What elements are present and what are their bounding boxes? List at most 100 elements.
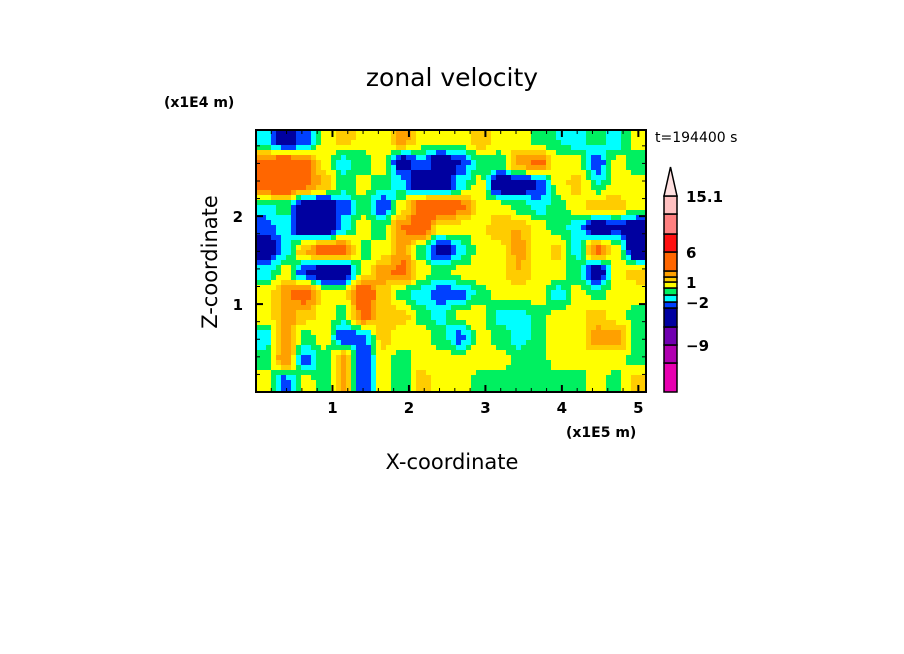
- contour-cell: [521, 135, 527, 141]
- contour-cell: [471, 370, 477, 376]
- contour-cell: [431, 215, 437, 221]
- contour-cell: [301, 340, 307, 346]
- contour-cell: [606, 160, 612, 166]
- contour-cell: [351, 325, 357, 331]
- contour-cell: [401, 220, 407, 226]
- contour-cell: [556, 165, 562, 171]
- contour-cell: [596, 275, 602, 281]
- contour-cell: [321, 135, 327, 141]
- contour-cell: [276, 320, 282, 326]
- contour-cell: [361, 310, 367, 316]
- contour-cell: [631, 205, 637, 211]
- contour-cell: [401, 365, 407, 371]
- contour-cell: [396, 225, 402, 231]
- contour-cell: [521, 385, 527, 391]
- contour-cell: [586, 135, 592, 141]
- contour-cell: [491, 225, 497, 231]
- contour-cell: [451, 335, 457, 341]
- contour-cell: [576, 205, 582, 211]
- contour-cell: [516, 200, 522, 206]
- contour-cell: [296, 375, 302, 381]
- contour-cell: [571, 330, 577, 336]
- contour-cell: [371, 300, 377, 306]
- contour-cell: [356, 135, 362, 141]
- contour-cell: [476, 255, 482, 261]
- contour-cell: [591, 355, 597, 361]
- contour-cell: [386, 290, 392, 296]
- contour-cell: [611, 335, 617, 341]
- contour-cell: [321, 265, 327, 271]
- contour-cell: [341, 385, 347, 391]
- contour-cell: [486, 255, 492, 261]
- contour-cell: [346, 315, 352, 321]
- contour-cell: [431, 145, 437, 151]
- contour-cell: [621, 165, 627, 171]
- contour-cell: [301, 195, 307, 201]
- contour-cell: [371, 235, 377, 241]
- contour-cell: [411, 135, 417, 141]
- contour-cell: [281, 165, 287, 171]
- contour-cell: [451, 135, 457, 141]
- contour-cell: [641, 135, 647, 141]
- contour-cell: [381, 140, 387, 146]
- contour-cell: [351, 165, 357, 171]
- contour-cell: [451, 225, 457, 231]
- contour-cell: [261, 235, 267, 241]
- contour-cell: [516, 375, 522, 381]
- contour-cell: [531, 285, 537, 291]
- contour-cell: [611, 225, 617, 231]
- contour-cell: [601, 295, 607, 301]
- contour-cell: [356, 265, 362, 271]
- contour-cell: [391, 150, 397, 156]
- contour-cell: [371, 135, 377, 141]
- contour-cell: [261, 310, 267, 316]
- contour-cell: [366, 145, 372, 151]
- contour-cell: [376, 175, 382, 181]
- contour-cell: [311, 260, 317, 266]
- contour-cell: [441, 290, 447, 296]
- contour-cell: [396, 230, 402, 236]
- contour-cell: [316, 200, 322, 206]
- contour-cell: [356, 270, 362, 276]
- contour-cell: [256, 290, 262, 296]
- contour-cell: [281, 240, 287, 246]
- contour-cell: [306, 130, 312, 136]
- contour-cell: [391, 245, 397, 251]
- contour-cell: [546, 385, 552, 391]
- contour-cell: [576, 235, 582, 241]
- contour-cell: [596, 170, 602, 176]
- contour-cell: [401, 240, 407, 246]
- contour-cell: [271, 175, 277, 181]
- contour-cell: [321, 295, 327, 301]
- contour-cell: [506, 160, 512, 166]
- contour-cell: [441, 235, 447, 241]
- contour-cell: [606, 350, 612, 356]
- contour-cell: [371, 280, 377, 286]
- contour-cell: [436, 170, 442, 176]
- contour-cell: [361, 165, 367, 171]
- contour-cell: [471, 150, 477, 156]
- contour-cell: [566, 235, 572, 241]
- contour-cell: [446, 185, 452, 191]
- contour-cell: [261, 175, 267, 181]
- contour-cell: [421, 280, 427, 286]
- contour-cell: [581, 225, 587, 231]
- contour-cell: [546, 345, 552, 351]
- contour-cell: [371, 340, 377, 346]
- x-tick-label: 1: [327, 399, 337, 417]
- contour-cell: [416, 220, 422, 226]
- contour-cell: [481, 345, 487, 351]
- contour-cell: [291, 325, 297, 331]
- contour-cell: [261, 285, 267, 291]
- contour-cell: [316, 170, 322, 176]
- contour-cell: [516, 195, 522, 201]
- contour-cell: [631, 345, 637, 351]
- contour-cell: [581, 320, 587, 326]
- contour-cell: [521, 140, 527, 146]
- contour-cell: [276, 135, 282, 141]
- contour-cell: [426, 145, 432, 151]
- contour-cell: [616, 185, 622, 191]
- contour-cell: [511, 230, 517, 236]
- contour-cell: [341, 155, 347, 161]
- contour-cell: [536, 180, 542, 186]
